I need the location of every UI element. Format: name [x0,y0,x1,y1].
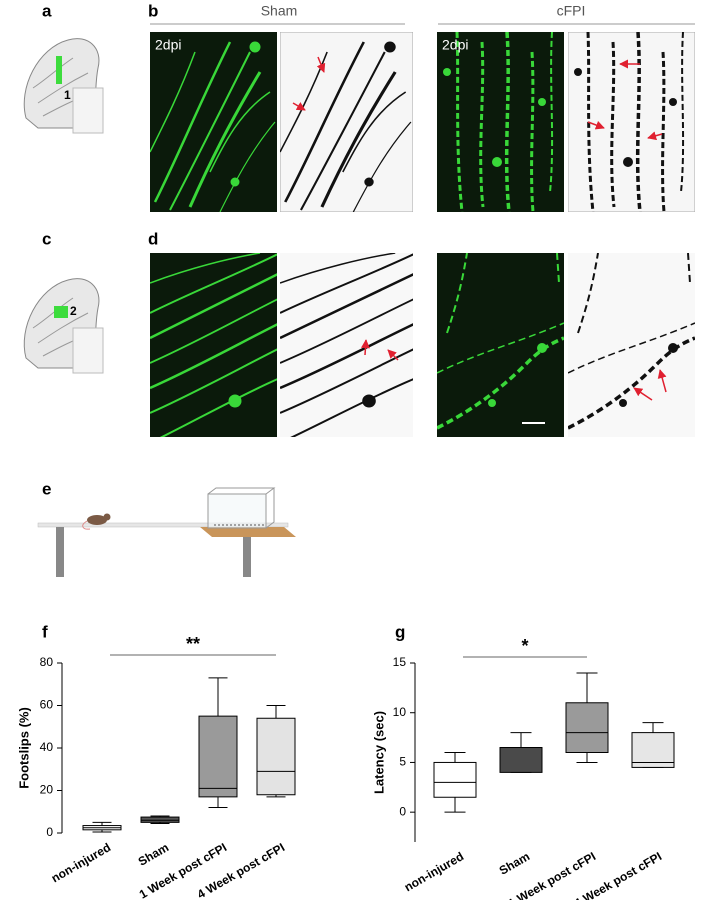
x-tick-label: Sham [497,849,532,877]
box [565,702,609,753]
panel-label: g [395,622,405,641]
box [256,717,296,796]
y-tick-label: 60 [40,698,54,712]
x-tick-label: non-injured [49,840,113,885]
y-tick-label: 80 [40,655,54,669]
box [499,747,543,773]
y-tick-label: 10 [393,705,407,719]
panel-label: e [42,479,51,498]
brain-schematic [23,278,104,374]
condition-label: Sham [261,3,298,19]
box [631,732,675,768]
box [433,761,477,798]
y-axis-label: Latency (sec) [371,711,386,794]
y-tick-label: 0 [46,825,53,839]
micrograph [280,32,413,212]
micrograph [150,253,277,437]
y-tick-label: 40 [40,740,54,754]
micrograph [437,32,564,212]
y-tick-label: 20 [40,783,54,797]
significance-label: * [521,636,528,656]
micrograph [568,253,695,437]
x-tick-label: Sham [136,840,171,868]
micrograph [280,253,413,437]
brain-schematic [23,38,104,134]
box [198,715,238,798]
box [140,816,180,823]
y-axis-label: Footslips (%) [16,707,31,789]
condition-label: cFPI [557,3,586,19]
micrograph [437,253,564,437]
panel-label: f [42,622,48,641]
y-tick-label: 15 [393,655,407,669]
x-tick-label: non-injured [402,849,466,894]
region-label: 2 [70,304,77,318]
micrograph [150,32,277,212]
panel-label: b [148,1,158,20]
region-label: 1 [64,88,71,102]
panel-label: c [42,229,51,248]
significance-label: ** [186,634,200,654]
panel-label: d [148,229,158,248]
y-tick-label: 0 [399,804,406,818]
apparatus-illustration [37,487,296,577]
arrow [292,56,667,401]
micrograph [568,32,695,212]
y-tick-label: 5 [399,755,406,769]
timepoint-label: 2dpi [155,37,181,53]
timepoint-label: 2dpi [442,37,468,53]
panel-label: a [42,1,52,20]
